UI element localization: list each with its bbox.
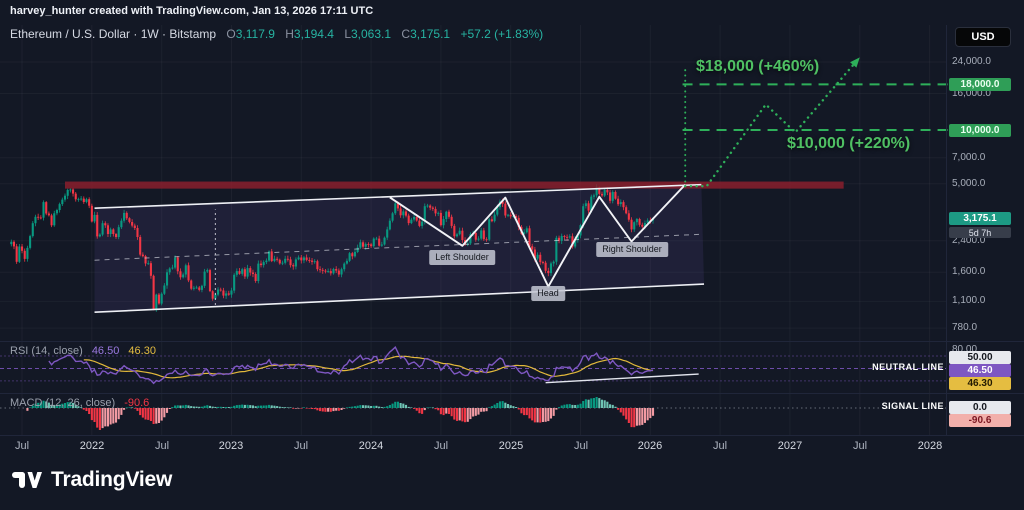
time-tick: Jul — [573, 440, 589, 452]
price-target-drawings[interactable] — [682, 56, 949, 188]
time-tick: Jul — [154, 440, 170, 452]
time-axis[interactable]: Jul 2022 Jul 2023 Jul 2024 Jul 2025 Jul 2026 Jul 20… — [0, 440, 1024, 454]
rsi-ma-value-badge: 46.30 — [949, 377, 1011, 390]
time-tick: Jul — [712, 440, 728, 452]
time-tick: 2027 — [777, 440, 803, 452]
macd-legend-title: MACD (12, 26, close) — [10, 397, 116, 409]
projection-arrowhead — [850, 57, 860, 68]
high-value: 3,194.4 — [293, 27, 334, 41]
change-value: +57.2 (+1.83%) — [460, 27, 544, 41]
time-tick: 2025 — [498, 440, 524, 452]
price-tick: 24,000.0 — [952, 56, 991, 68]
resistance-zone[interactable] — [65, 181, 844, 189]
tradingview-logo-icon — [12, 472, 42, 488]
price-tick: 16,000.0 — [952, 87, 991, 99]
symbol-title: Ethereum / U.S. Dollar · 1W · Bitstamp — [10, 27, 217, 41]
target-lower-price-badge: 10,000.0 — [949, 124, 1011, 137]
pattern-label-left-shoulder[interactable]: Left Shoulder — [429, 250, 495, 265]
time-tick: Jul — [433, 440, 449, 452]
rsi-legend-ma-value: 46.30 — [128, 345, 156, 357]
rsi-line — [48, 346, 654, 385]
price-tick: 2,400.0 — [952, 234, 986, 246]
main-chart-canvas[interactable] — [0, 0, 1024, 458]
rsi-50-badge: 50.00 — [949, 351, 1011, 364]
bar-countdown-badge: 5d 7h — [949, 227, 1011, 238]
neutral-line-label[interactable]: NEUTRAL LINE — [872, 362, 944, 372]
price-target-text[interactable]: $18,000 (+460%) — [696, 58, 820, 75]
rsi-value-badge: 46.50 — [949, 364, 1011, 377]
pattern-label-head[interactable]: Head — [531, 286, 565, 301]
time-tick: Jul — [293, 440, 309, 452]
time-tick: 2026 — [637, 440, 663, 452]
price-tick: 5,000.0 — [952, 177, 986, 189]
macd-legend[interactable]: MACD (12, 26, close) -90.6 — [10, 397, 149, 409]
rsi-legend-title: RSI (14, close) — [10, 345, 83, 357]
open-label: O — [226, 27, 236, 41]
rsi-legend-value: 46.50 — [91, 345, 120, 357]
rsi-trendline-drawing[interactable] — [545, 373, 699, 384]
tradingview-logo[interactable]: TradingView — [12, 467, 172, 493]
signal-line-label[interactable]: SIGNAL LINE — [881, 401, 944, 411]
main-pane[interactable] — [10, 181, 844, 314]
close-label: C — [401, 27, 411, 41]
attribution-text: harvey_hunter created with TradingView.c… — [10, 5, 374, 17]
macd-pane[interactable] — [0, 397, 946, 430]
price-tick: 7,000.0 — [952, 151, 986, 163]
candlestick-series[interactable] — [10, 184, 655, 312]
pattern-label-right-shoulder[interactable]: Right Shoulder — [596, 242, 668, 257]
time-tick: 2023 — [218, 440, 244, 452]
rsi-legend[interactable]: RSI (14, close) 46.50 46.30 — [10, 345, 156, 357]
time-tick: 2024 — [358, 440, 384, 452]
currency-toggle-button[interactable]: USD — [955, 27, 1011, 47]
symbol-legend[interactable]: Ethereum / U.S. Dollar · 1W · Bitstamp O… — [10, 27, 543, 41]
price-tick: 780.0 — [952, 322, 978, 334]
macd-zero-badge: 0.0 — [949, 401, 1011, 414]
price-tick: 1,600.0 — [952, 266, 986, 278]
tradingview-wordmark: TradingView — [51, 468, 173, 491]
ascending-channel[interactable] — [94, 183, 705, 314]
time-tick: 2028 — [917, 440, 943, 452]
rsi-tick-80: 80.00 — [952, 344, 978, 355]
close-value: 3,175.1 — [410, 27, 451, 41]
open-value: 3,117.9 — [235, 27, 275, 41]
time-tick: Jul — [14, 440, 30, 452]
pane-separators — [0, 25, 1024, 436]
low-label: L — [344, 27, 351, 41]
macd-value-badge: -90.6 — [949, 414, 1011, 427]
time-tick: Jul — [852, 440, 868, 452]
macd-legend-value: -90.6 — [124, 397, 150, 409]
price-tick: 1,100.0 — [952, 295, 986, 307]
target-upper-price-badge: 18,000.0 — [949, 78, 1011, 91]
high-label: H — [285, 27, 294, 41]
low-value: 3,063.1 — [351, 27, 392, 41]
rsi-pane[interactable] — [0, 346, 946, 385]
last-price-badge: 3,175.1 — [949, 212, 1011, 225]
price-target-text[interactable]: $10,000 (+220%) — [787, 135, 911, 152]
rsi-ma-line — [83, 355, 654, 379]
time-tick: 2022 — [79, 440, 105, 452]
